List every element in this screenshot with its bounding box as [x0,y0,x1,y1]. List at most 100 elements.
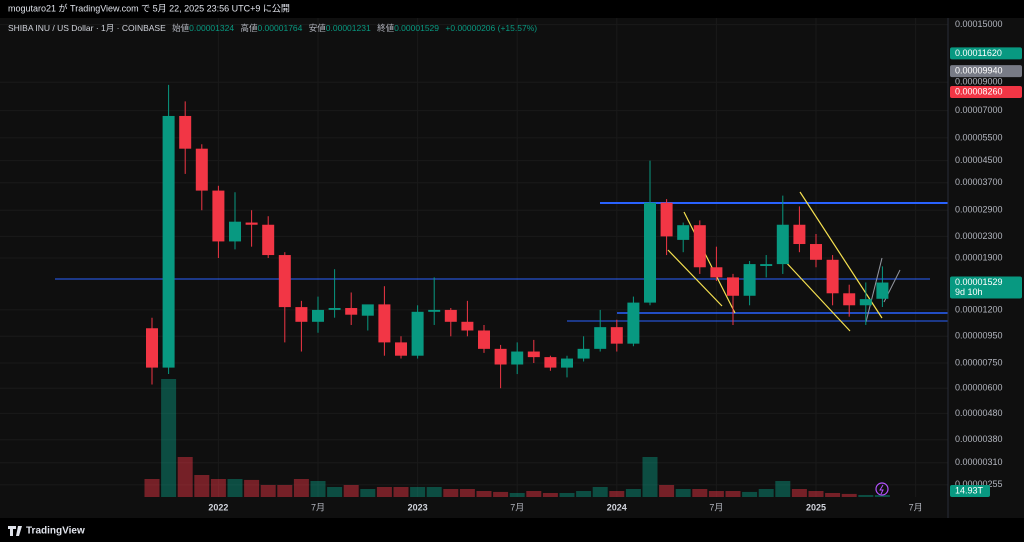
legend: SHIBA INU / US Dollar · 1月 · COINBASE 始値… [8,23,537,33]
y-tick-label: 0.00001200 [955,304,1003,314]
y-tick-label: 0.00000310 [955,457,1003,467]
candle-body [843,293,856,306]
y-tick-label: 0.00001900 [955,252,1003,262]
volume-bar [410,487,426,497]
candle-body [146,328,158,368]
y-tick-label: 0.00002900 [955,205,1003,215]
legend-change: +0.00000206 (+15.57%) [445,23,537,33]
legend-value: 0.00001529 [394,23,439,33]
y-tick-label: 0.00003700 [955,177,1003,187]
candle-body [428,309,441,312]
legend-value: 0.00001764 [257,23,302,33]
candle-body [511,351,524,365]
volume-bar [874,495,890,497]
candle-body [876,282,889,299]
candle-body [229,221,241,242]
volume-bar [161,379,177,497]
candle-body [710,267,723,278]
brand-logo [8,526,22,536]
candle-body [594,327,607,349]
volume-bar [459,489,475,497]
candle-body [544,357,557,368]
legend-label: 始値 [172,23,190,33]
x-tick-label: 2025 [806,502,826,512]
volume-bar [708,491,724,497]
countdown: 9d 10h [955,287,983,297]
x-tick-label: 7月 [709,502,723,512]
volume-bar [625,489,641,497]
candle-body [727,277,739,296]
candle-body [561,358,573,368]
y-tick-label: 0.00000255 [955,479,1003,489]
candle-body [810,244,822,260]
x-tick-label: 2023 [408,502,428,512]
price-badge [950,65,1022,78]
user-drawings [55,191,948,332]
candle-body [610,327,623,344]
y-tick-label: 0.00000480 [955,408,1003,418]
volume-bar [293,479,309,497]
volume-bar [642,457,658,497]
volume-bar [443,489,459,497]
volume-bar [808,491,824,497]
legend-label: 安値 [309,23,327,33]
candle-body [162,115,175,368]
volume-bar [758,489,774,497]
volume-bar [725,491,741,497]
volume-bar [692,489,708,497]
volume-bar [609,491,625,497]
x-tick-label: 7月 [510,502,524,512]
candle-body [395,342,407,356]
volume-bar [426,487,442,497]
top-bar [0,0,1024,18]
price-badge-label: 0.00008260 [955,86,1003,96]
y-tick-label: 0.00007000 [955,105,1003,115]
x-tick-label: 2024 [607,502,627,512]
price-badge-label: 0.00011620 [955,48,1002,58]
candle-body [312,309,324,322]
volume-bar [791,489,807,497]
candle-body [295,307,308,322]
volume-bar [310,481,326,497]
volume-bar [144,479,160,497]
volume-badge-label: 14.93T [955,485,984,495]
volume-bar [742,491,758,497]
volume-bar [493,491,509,497]
candle-body [262,224,275,256]
candle-body [527,351,540,358]
trend-line [781,257,851,332]
candle-body [461,321,474,331]
candle-body [361,304,374,316]
candle-body [577,348,590,359]
volume-bar [559,493,575,497]
volume-bar [576,491,592,497]
symbol-title: SHIBA INU / US Dollar · 1月 · COINBASE [8,23,166,33]
candle-body [693,225,706,268]
legend-value: 0.00001231 [326,23,371,33]
y-tick-label: 0.00000380 [955,434,1003,444]
y-tick-label: 0.00005500 [955,132,1003,142]
price-badge [950,47,1022,60]
volume-bar [775,481,791,497]
volume-bar [244,479,260,497]
y-tick-label: 0.00000600 [955,383,1003,393]
last-price-label: 0.00001529 [955,277,1003,287]
candle-body [328,308,341,310]
alert-icon[interactable] [875,482,889,496]
x-tick-label: 7月 [311,502,325,512]
volume-bar [194,475,210,497]
trend-line [683,211,736,314]
trend-line [799,191,883,319]
candle-body [195,148,208,191]
volume-bar [858,495,874,497]
price-badge [950,85,1022,98]
candle-body [793,224,806,245]
price-badge-label: 0.00009940 [955,65,1003,75]
volume-bar [526,491,542,497]
volume-bar [277,485,293,497]
candle-body [627,302,640,344]
bottom-bar [0,518,1024,542]
candle-body [494,348,507,365]
alert-icon-bolt [879,484,884,495]
